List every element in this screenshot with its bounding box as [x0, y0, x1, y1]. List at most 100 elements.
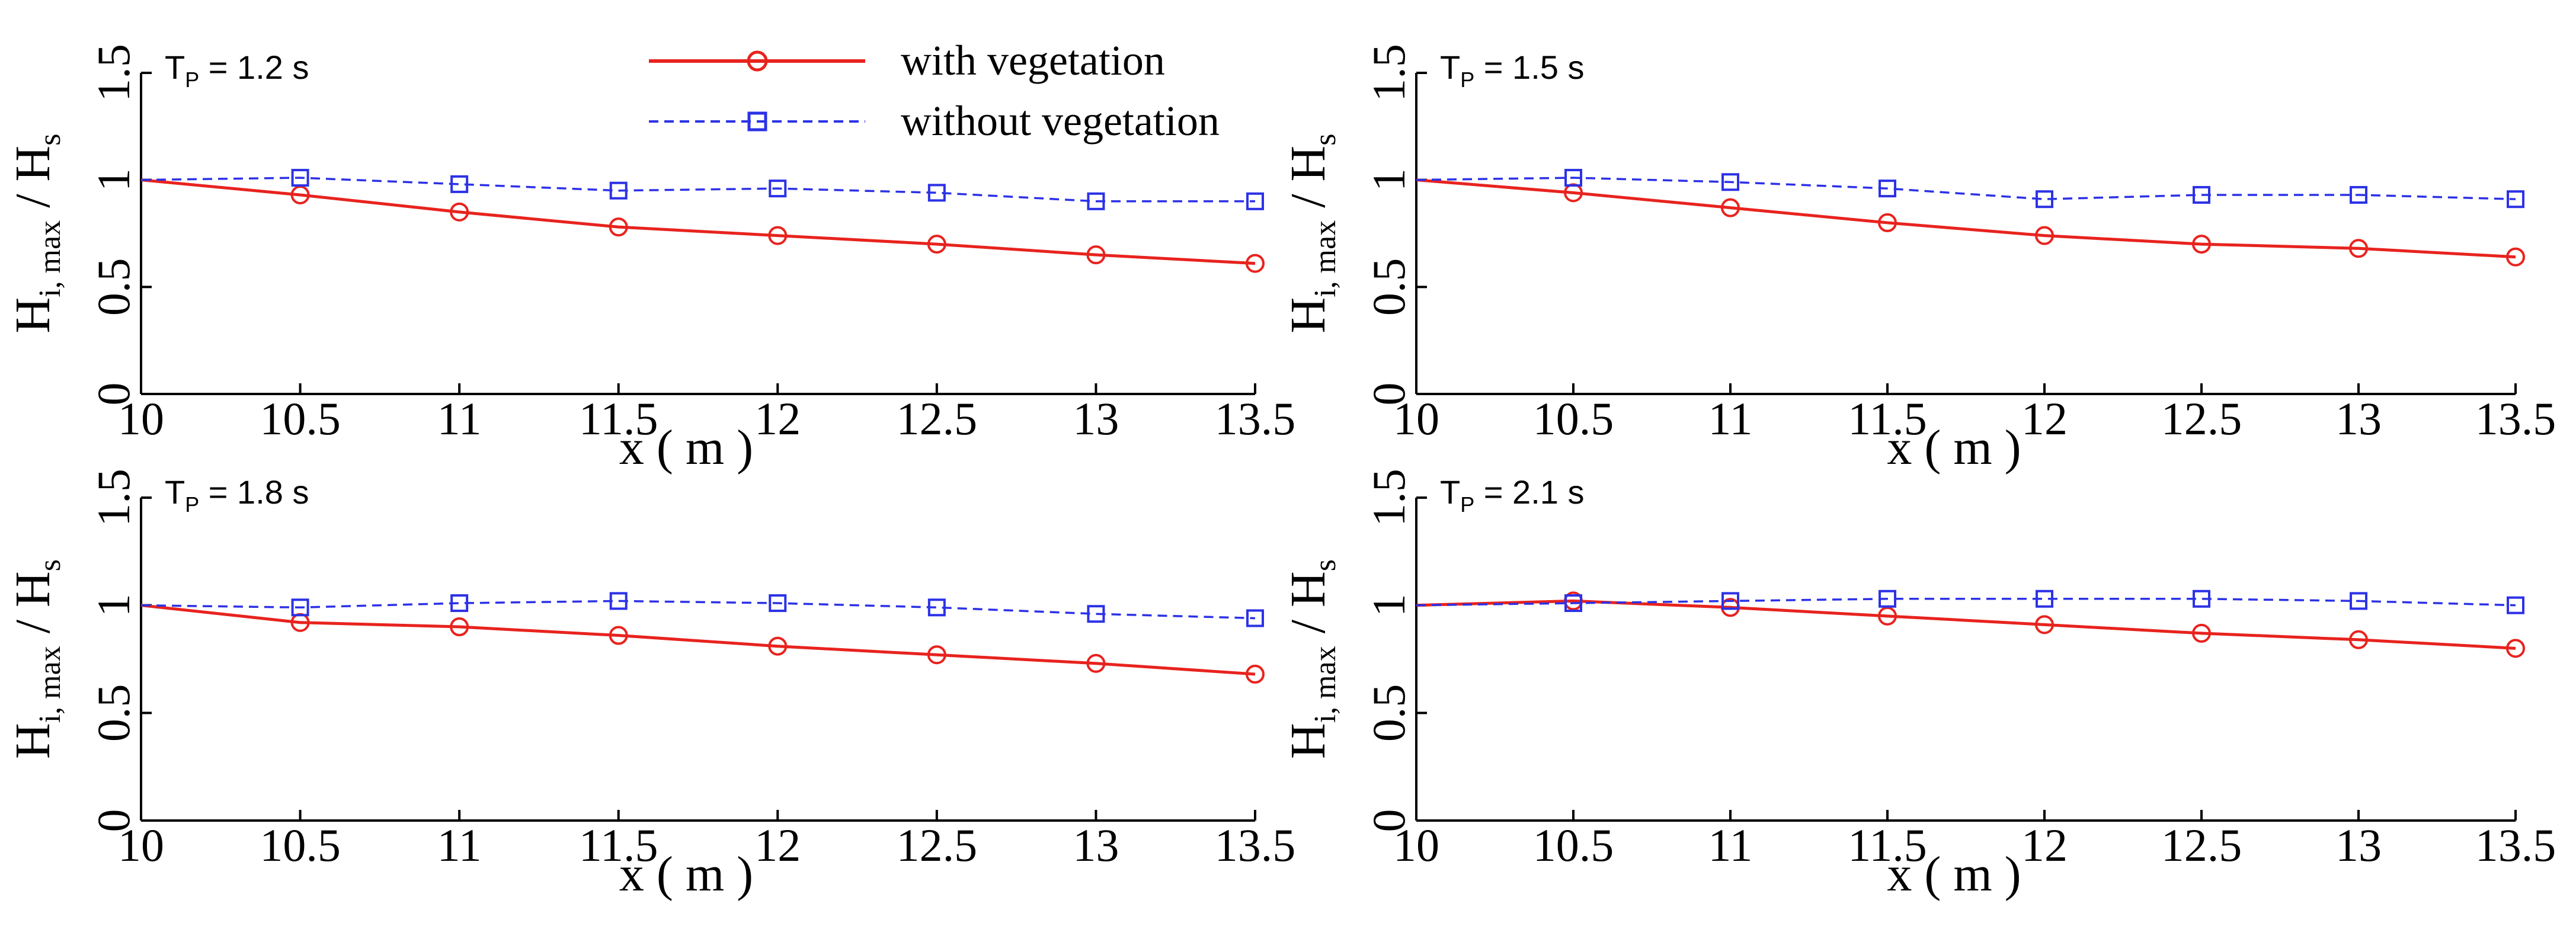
legend-item-without-vegetation: without vegetation [649, 97, 1220, 145]
data-point [2349, 239, 2368, 258]
x-tick-label: 13 [2335, 393, 2382, 444]
legend-label-without-vegetation: without vegetation [901, 97, 1220, 145]
x-tick-label: 12.5 [2161, 819, 2242, 871]
data-point [450, 202, 469, 222]
data-point [2193, 589, 2210, 608]
data-point [1246, 254, 1265, 273]
data-point [1246, 664, 1265, 684]
data-point [2507, 596, 2524, 614]
y-tick-label: 1 [1363, 594, 1415, 617]
data-point [2036, 190, 2053, 209]
data-point [2507, 190, 2524, 209]
panel-label: TP = 1.5 s [1440, 49, 1584, 92]
series-line [1416, 178, 2516, 259]
legend-marker-circle [747, 50, 768, 72]
panels: 10 10.5 11 11.5 12 12.5 13 13.500.511.5x ( m )H… [5, 44, 2556, 902]
data-point [927, 598, 946, 617]
x-tick-label: 12.5 [897, 393, 978, 444]
data-point [1086, 653, 1106, 673]
y-tick-label: 1.5 [1363, 44, 1415, 102]
series-without-vegetation [1416, 169, 2524, 209]
series-with-vegetation [1416, 591, 2525, 658]
series-with-vegetation [140, 604, 1265, 684]
x-tick-label: 13 [2335, 819, 2382, 871]
data-point [2350, 185, 2367, 204]
series-line [140, 600, 1256, 620]
x-tick-label: 11 [437, 393, 482, 444]
y-tick-label: 1 [88, 594, 139, 617]
legend-label-with-vegetation: with vegetation [901, 37, 1165, 84]
x-tick-label: 10 [118, 819, 164, 871]
y-tick-label: 1 [1363, 168, 1415, 191]
data-point [768, 636, 788, 656]
data-point [1246, 192, 1264, 210]
chart-panel-1: 10 10.5 11 11.5 12 12.5 13 13.500.511.5x ( m )H… [5, 44, 1295, 475]
panel-label: TP = 2.1 s [1440, 473, 1584, 517]
x-tick-label: 11.5 [1848, 819, 1927, 871]
data-point [2193, 185, 2210, 204]
x-tick-label: 13.5 [2475, 393, 2556, 444]
series-without-vegetation [140, 592, 1264, 627]
x-tick-label: 10 [1393, 393, 1439, 444]
data-point [927, 235, 946, 254]
x-tick-label: 11.5 [1848, 393, 1927, 444]
data-point [609, 217, 628, 237]
series-without-vegetation [1416, 589, 2524, 614]
data-point [450, 617, 469, 636]
data-point [2350, 592, 2367, 610]
series-line [140, 177, 1255, 203]
data-point [2035, 226, 2054, 245]
data-point [927, 184, 946, 202]
data-point [1878, 213, 1897, 232]
x-tick-label: 10 [1393, 819, 1439, 871]
x-tick-label: 12 [754, 393, 801, 444]
series-line [1416, 177, 2516, 200]
series-line [140, 178, 1256, 265]
data-point [2192, 235, 2211, 254]
chart-panel-3: 10 10.5 11 11.5 12 12.5 13 13.500.511.5x ( m )H… [5, 469, 1295, 902]
series-line [140, 604, 1256, 676]
panel-label: TP = 1.2 s [165, 49, 309, 92]
x-axis-label: x ( m ) [1887, 420, 2021, 475]
x-tick-label: 11.5 [579, 819, 658, 871]
y-tick-label: 0 [88, 809, 139, 832]
legend-item-with-vegetation: with vegetation [649, 37, 1165, 84]
x-tick-label: 13 [1073, 393, 1119, 444]
x-tick-label: 10.5 [260, 819, 341, 871]
data-point [1878, 606, 1897, 626]
x-axis-label: x ( m ) [619, 847, 753, 902]
series-line [1416, 598, 2516, 607]
data-point [768, 226, 788, 245]
y-tick-label: 0 [1363, 383, 1415, 406]
data-point [1879, 180, 1896, 198]
data-point [1086, 245, 1106, 265]
data-point [2349, 630, 2368, 649]
data-point [291, 169, 309, 187]
x-tick-label: 13.5 [2475, 819, 2556, 871]
data-point [1087, 605, 1105, 623]
x-tick-label: 10.5 [260, 393, 341, 444]
x-tick-label: 13.5 [1215, 819, 1296, 871]
data-point [1246, 609, 1264, 627]
x-tick-label: 12.5 [897, 819, 978, 871]
x-axis-label: x ( m ) [619, 420, 753, 475]
data-point [2506, 639, 2525, 658]
x-tick-label: 10 [118, 393, 164, 444]
y-tick-label: 1 [88, 168, 139, 191]
y-tick-label: 1.5 [88, 44, 139, 102]
data-point [2192, 623, 2211, 643]
data-point [2506, 247, 2525, 267]
x-tick-label: 11.5 [579, 393, 658, 444]
data-point [291, 598, 309, 617]
x-tick-label: 12 [754, 819, 801, 871]
chart-panel-2: 10 10.5 11 11.5 12 12.5 13 13.500.511.5x ( m )H… [1281, 44, 2556, 475]
y-axis-label: Hi, max / Hs [5, 559, 67, 759]
series-without-vegetation [140, 169, 1264, 210]
data-point [2036, 589, 2053, 608]
data-point [1721, 198, 1740, 217]
x-tick-label: 12.5 [2161, 393, 2242, 444]
y-tick-label: 1.5 [1363, 469, 1415, 527]
data-point [1721, 592, 1739, 610]
y-tick-label: 1.5 [88, 469, 139, 527]
